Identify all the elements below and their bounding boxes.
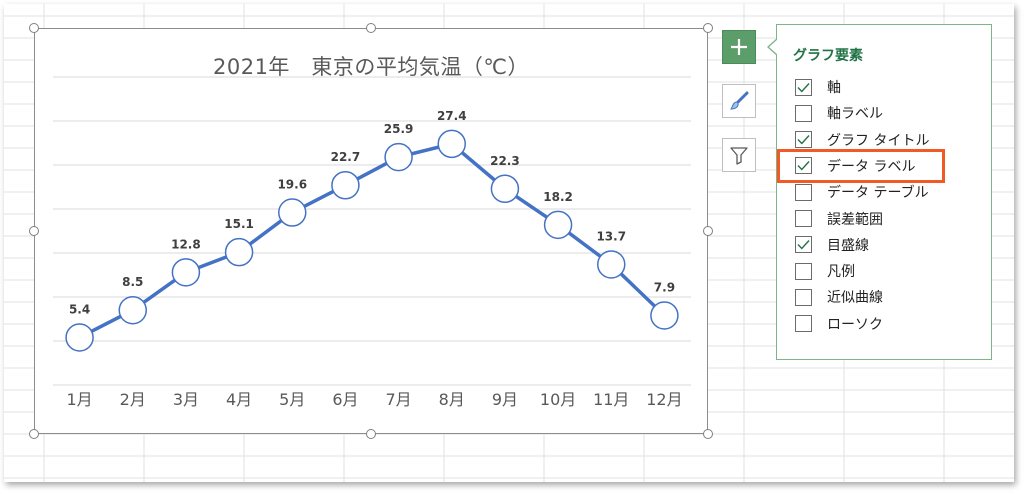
- data-label[interactable]: 18.2: [543, 190, 573, 204]
- x-tick-label: 3月: [173, 390, 199, 409]
- chart-element-item[interactable]: 近似曲線: [795, 286, 883, 308]
- panel-pointer-inner: [769, 39, 778, 55]
- chart-element-label: ローソク: [827, 316, 883, 333]
- data-label[interactable]: 15.1: [224, 217, 254, 231]
- chart-element-item[interactable]: 凡例: [795, 260, 855, 282]
- data-point[interactable]: [597, 250, 626, 279]
- x-tick-label: 11月: [593, 390, 629, 409]
- series-line[interactable]: [78, 142, 666, 340]
- data-point[interactable]: [224, 237, 254, 267]
- resize-handle-bottom-left[interactable]: [29, 429, 39, 439]
- chart-element-label: 凡例: [827, 264, 855, 281]
- resize-handle-right[interactable]: [703, 226, 713, 236]
- data-point[interactable]: [650, 301, 679, 330]
- chart-element-label: データ ラベル: [827, 158, 916, 175]
- chart-title[interactable]: 2021年 東京の平均気温（℃）: [212, 55, 530, 79]
- x-tick-label: 2月: [120, 390, 146, 409]
- data-label[interactable]: 7.9: [654, 280, 675, 294]
- x-tick-label: 8月: [439, 390, 465, 409]
- checkbox[interactable]: [795, 262, 812, 280]
- data-label[interactable]: 27.4: [437, 109, 467, 123]
- checkbox[interactable]: [795, 78, 812, 96]
- data-label[interactable]: 8.5: [122, 275, 143, 289]
- chart-element-item[interactable]: 誤差範囲: [795, 208, 883, 230]
- data-labels-highlight: [777, 149, 945, 183]
- checkbox[interactable]: [795, 315, 812, 333]
- data-point[interactable]: [437, 129, 466, 159]
- data-label[interactable]: 19.6: [277, 178, 307, 192]
- data-label[interactable]: 22.7: [331, 150, 361, 164]
- x-tick-label: 6月: [332, 390, 358, 409]
- data-label[interactable]: 5.4: [69, 302, 90, 316]
- chart-element-item[interactable]: グラフ タイトル: [795, 129, 929, 151]
- chart-element-item[interactable]: 軸: [795, 76, 841, 98]
- x-tick-label: 7月: [385, 390, 411, 409]
- chart-element-label: グラフ タイトル: [827, 132, 930, 149]
- data-point[interactable]: [118, 295, 147, 325]
- chart-styles-button[interactable]: [722, 84, 756, 118]
- data-point[interactable]: [543, 210, 573, 240]
- plot-area[interactable]: 1月 2月 3月 4月 5月 6月 7月 8月 9月 10月 11月 12月 5.4 8.5 12.8 15.…: [35, 29, 709, 435]
- resize-handle-left[interactable]: [29, 226, 39, 236]
- checkbox[interactable]: [795, 183, 812, 201]
- chart-filters-button[interactable]: [722, 138, 756, 172]
- data-point[interactable]: [278, 198, 307, 227]
- checkbox[interactable]: [795, 210, 812, 227]
- checkbox[interactable]: [795, 288, 812, 306]
- data-label[interactable]: 12.8: [171, 237, 201, 251]
- checkmark-icon: [797, 240, 810, 250]
- data-label[interactable]: 25.9: [384, 122, 414, 136]
- chart-element-label: 軸ラベル: [827, 106, 883, 123]
- checkbox[interactable]: [795, 236, 812, 254]
- x-tick-label: 5月: [279, 390, 305, 409]
- checkmark-icon: [797, 161, 810, 171]
- chart-element-label: 軸: [827, 80, 841, 96]
- checkbox[interactable]: [795, 104, 812, 122]
- checkmark-icon: [797, 82, 810, 93]
- checkmark-icon: [797, 135, 810, 145]
- x-tick-label: 10月: [540, 390, 576, 409]
- x-tick-label: 12月: [646, 390, 682, 409]
- chart-element-label: データ テーブル: [827, 185, 929, 202]
- chart-elements-panel: グラフ要素 軸軸ラベルグラフ タイトル データ ラベル データ テーブル 誤差範囲目盛…: [776, 24, 992, 360]
- x-tick-label: 4月: [226, 390, 252, 409]
- x-tick-label: 1月: [66, 390, 92, 409]
- chart-element-label: 近似曲線: [827, 290, 883, 307]
- resize-handle-top-right[interactable]: [703, 23, 713, 33]
- chart-area[interactable]: 2021年 東京の平均気温（℃） 1月 2月 3月 4月 5月 6月 7月 8月 9月 10月 11…: [34, 28, 708, 434]
- chart-element-item[interactable]: データ ラベル: [795, 155, 915, 177]
- data-label[interactable]: 22.3: [490, 154, 520, 168]
- chart-element-item[interactable]: データ テーブル: [795, 181, 929, 203]
- checkbox[interactable]: [795, 131, 812, 149]
- resize-handle-top[interactable]: [366, 23, 376, 33]
- paintbrush-icon: [730, 91, 749, 110]
- data-point[interactable]: [171, 258, 201, 287]
- chart-element-item[interactable]: ローソク: [795, 313, 883, 335]
- data-point[interactable]: [331, 170, 360, 200]
- checkbox[interactable]: [795, 157, 812, 175]
- chart-element-label: 誤差範囲: [827, 211, 883, 228]
- x-tick-label: 9月: [492, 390, 518, 409]
- excel-window: 2021年 東京の平均気温（℃） 1月 2月 3月 4月 5月 6月 7月 8月 9月 10月 11…: [4, 4, 1014, 482]
- chart-element-label: 目盛線: [827, 237, 869, 254]
- data-label[interactable]: 13.7: [596, 229, 626, 243]
- resize-handle-bottom[interactable]: [366, 429, 376, 439]
- data-point[interactable]: [65, 323, 94, 352]
- filter-icon: [730, 147, 748, 165]
- resize-handle-bottom-right[interactable]: [703, 429, 713, 439]
- chart-element-item[interactable]: 軸ラベル: [795, 102, 883, 124]
- chart-elements-button[interactable]: [722, 30, 756, 64]
- data-point[interactable]: [384, 142, 413, 172]
- panel-title: グラフ要素: [793, 48, 863, 64]
- chart-element-item[interactable]: 目盛線: [795, 234, 869, 256]
- resize-handle-top-left[interactable]: [29, 23, 39, 33]
- data-point[interactable]: [490, 174, 520, 204]
- plus-icon: [731, 39, 747, 55]
